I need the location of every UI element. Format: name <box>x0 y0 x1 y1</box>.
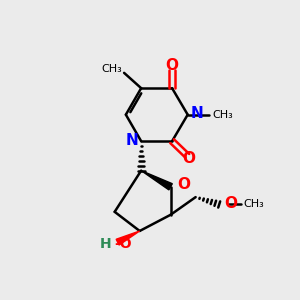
Text: O: O <box>166 58 178 73</box>
Text: CH₃: CH₃ <box>244 200 264 209</box>
Text: CH₃: CH₃ <box>101 64 122 74</box>
Text: N: N <box>190 106 203 121</box>
Text: N: N <box>125 133 138 148</box>
Text: O: O <box>182 151 195 166</box>
Text: O: O <box>224 196 238 211</box>
Text: -O: -O <box>115 237 132 250</box>
Text: H: H <box>99 237 111 250</box>
Text: CH₃: CH₃ <box>212 110 233 120</box>
Polygon shape <box>141 171 172 190</box>
Polygon shape <box>116 231 140 245</box>
Text: O: O <box>177 177 190 192</box>
